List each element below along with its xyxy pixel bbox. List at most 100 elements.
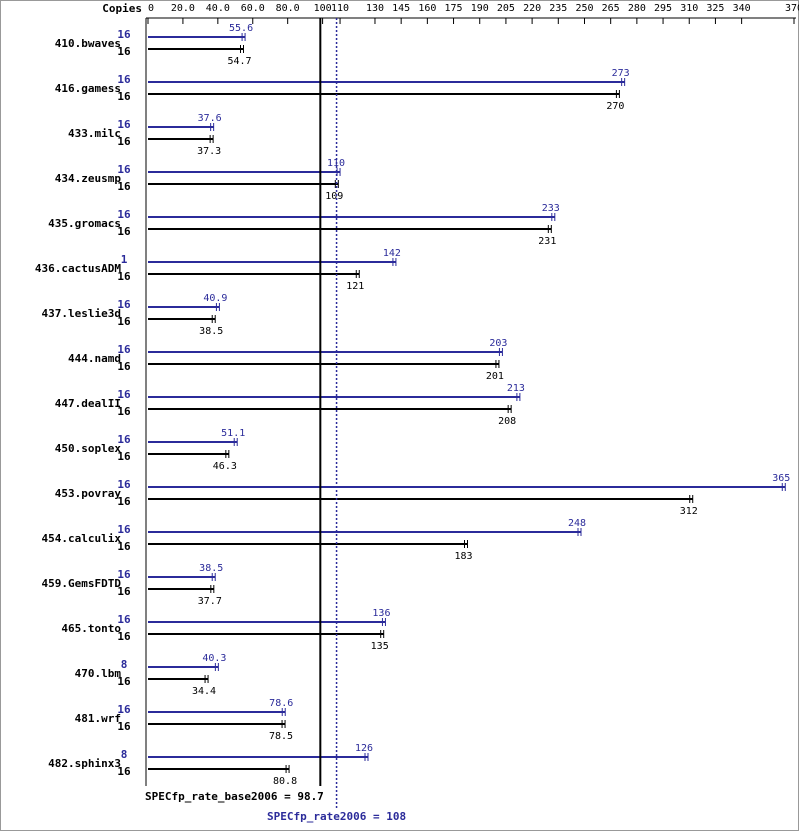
category-label: 436.cactusADM — [35, 262, 121, 275]
copies-label: 16 — [117, 343, 131, 356]
x-tick-label: 145 — [392, 3, 410, 14]
value-label: 40.3 — [202, 653, 226, 664]
copies-label: 16 — [117, 270, 131, 283]
value-label: 231 — [538, 236, 556, 247]
x-tick-label: 265 — [602, 3, 620, 14]
value-label: 135 — [371, 641, 389, 652]
x-tick-label: 340 — [733, 3, 751, 14]
summary-label: SPECfp_rate_base2006 = 98.7 — [145, 790, 324, 803]
value-label: 80.8 — [273, 776, 297, 787]
value-label: 233 — [542, 203, 560, 214]
x-tick-label: 175 — [445, 3, 463, 14]
category-label: 482.sphinx3 — [48, 757, 121, 770]
copies-label: 16 — [117, 298, 131, 311]
copies-label: 16 — [117, 568, 131, 581]
value-label: 51.1 — [221, 428, 245, 439]
copies-label: 16 — [117, 703, 131, 716]
copies-label: 16 — [117, 523, 131, 536]
category-label: 470.lbm — [75, 667, 122, 680]
value-label: 38.5 — [199, 563, 223, 574]
copies-header: Copies — [102, 2, 142, 15]
copies-label: 8 — [121, 658, 128, 671]
value-label: 54.7 — [227, 56, 251, 67]
category-label: 447.dealII — [55, 397, 121, 410]
copies-label: 16 — [117, 540, 131, 553]
category-label: 481.wrf — [75, 712, 121, 725]
copies-label: 16 — [117, 765, 131, 778]
value-label: 78.5 — [269, 731, 293, 742]
category-label: 435.gromacs — [48, 217, 121, 230]
summary-label: SPECfp_rate2006 = 108 — [267, 810, 406, 823]
copies-label: 16 — [117, 478, 131, 491]
copies-label: 16 — [117, 388, 131, 401]
category-label: 454.calculix — [42, 532, 122, 545]
value-label: 312 — [680, 506, 698, 517]
copies-label: 16 — [117, 360, 131, 373]
value-label: 203 — [489, 338, 507, 349]
copies-label: 16 — [117, 180, 131, 193]
copies-label: 16 — [117, 225, 131, 238]
category-label: 459.GemsFDTD — [42, 577, 122, 590]
x-tick-label: 130 — [366, 3, 384, 14]
value-label: 40.9 — [203, 293, 227, 304]
x-tick-label: 100 — [314, 3, 332, 14]
value-label: 136 — [372, 608, 390, 619]
value-label: 46.3 — [213, 461, 237, 472]
x-tick-label: 325 — [706, 3, 724, 14]
copies-label: 16 — [117, 450, 131, 463]
value-label: 126 — [355, 743, 373, 754]
category-label: 416.gamess — [55, 82, 121, 95]
copies-label: 16 — [117, 28, 131, 41]
value-label: 273 — [612, 68, 630, 79]
copies-label: 16 — [117, 163, 131, 176]
copies-label: 16 — [117, 90, 131, 103]
category-label: 437.leslie3d — [42, 307, 121, 320]
value-label: 37.7 — [198, 596, 222, 607]
x-tick-label: 40.0 — [206, 3, 230, 14]
value-label: 201 — [486, 371, 504, 382]
x-tick-label: 160 — [418, 3, 436, 14]
value-label: 38.5 — [199, 326, 223, 337]
category-label: 433.milc — [68, 127, 121, 140]
copies-label: 16 — [117, 135, 131, 148]
value-label: 208 — [498, 416, 516, 427]
value-label: 121 — [346, 281, 364, 292]
value-label: 270 — [606, 101, 624, 112]
copies-label: 16 — [117, 118, 131, 131]
x-tick-label: 280 — [628, 3, 646, 14]
value-label: 142 — [383, 248, 401, 259]
x-tick-label: 205 — [497, 3, 515, 14]
copies-label: 16 — [117, 433, 131, 446]
x-tick-label: 370 — [785, 3, 799, 14]
value-label: 109 — [325, 191, 343, 202]
copies-label: 16 — [117, 73, 131, 86]
x-tick-label: 295 — [654, 3, 672, 14]
copies-label: 16 — [117, 495, 131, 508]
x-tick-label: 20.0 — [171, 3, 195, 14]
copies-label: 8 — [121, 748, 128, 761]
category-label: 453.povray — [55, 487, 122, 500]
copies-label: 16 — [117, 720, 131, 733]
copies-label: 16 — [117, 630, 131, 643]
x-tick-label: 110 — [331, 3, 349, 14]
copies-label: 16 — [117, 405, 131, 418]
category-label: 450.soplex — [55, 442, 122, 455]
x-tick-label: 220 — [523, 3, 541, 14]
x-tick-label: 0 — [148, 3, 154, 14]
category-label: 434.zeusmp — [55, 172, 122, 185]
copies-label: 16 — [117, 613, 131, 626]
value-label: 34.4 — [192, 686, 216, 697]
value-label: 55.6 — [229, 23, 253, 34]
value-label: 37.6 — [198, 113, 222, 124]
copies-label: 16 — [117, 315, 131, 328]
value-label: 183 — [454, 551, 472, 562]
category-label: 444.namd — [68, 352, 121, 365]
x-tick-label: 80.0 — [276, 3, 300, 14]
x-tick-label: 310 — [680, 3, 698, 14]
copies-label: 16 — [117, 585, 131, 598]
x-tick-label: 235 — [549, 3, 567, 14]
copies-label: 1 — [121, 253, 128, 266]
